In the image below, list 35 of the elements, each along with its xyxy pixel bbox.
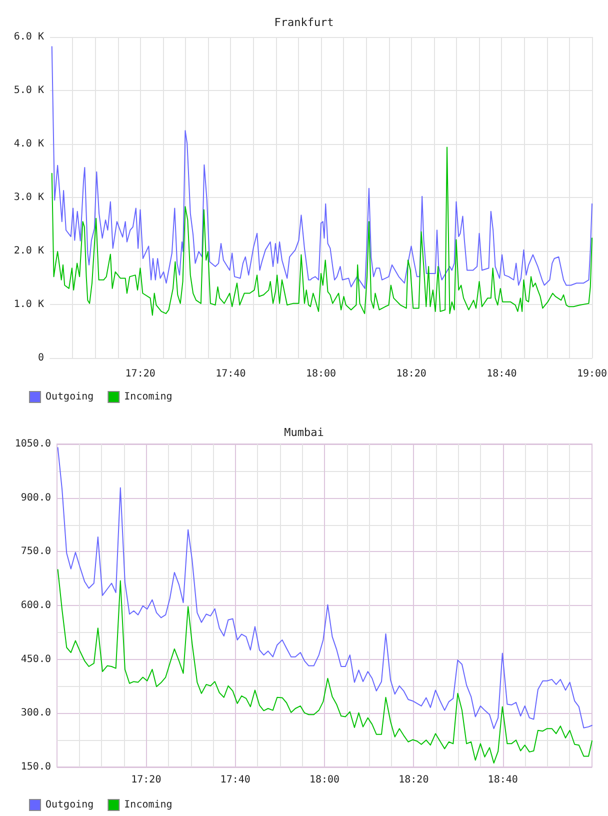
y-tick-label: 6.0 K: [14, 32, 44, 42]
y-tick-label: 1050.0: [14, 438, 51, 450]
legend-label: Incoming: [124, 800, 172, 810]
x-tick-label: 18:20: [396, 368, 426, 380]
x-tick-label: 19:00: [576, 368, 608, 380]
x-tick-label: 18:00: [306, 368, 336, 380]
chart-title: Frankfurt: [274, 16, 334, 29]
y-tick-label: 1.0 K: [14, 299, 44, 310]
y-tick-label: 900.0: [20, 492, 51, 504]
line-series: [57, 569, 592, 764]
y-tick-label: 450.0: [20, 654, 51, 665]
chart-title: Mumbai: [284, 426, 324, 439]
x-tick-label: 18:40: [488, 774, 518, 786]
x-tick-label: 18:00: [309, 774, 340, 786]
y-tick-label: 0: [38, 352, 44, 364]
y-tick-label: 300.0: [20, 708, 51, 719]
y-tick-label: 3.0 K: [14, 192, 44, 203]
legend-label: Outgoing: [46, 392, 94, 402]
line-series: [51, 146, 592, 316]
y-tick-label: 4.0 K: [14, 138, 44, 150]
x-tick-label: 17:20: [131, 774, 162, 786]
y-tick-label: 600.0: [20, 600, 51, 611]
legend-label: Outgoing: [46, 800, 94, 810]
y-tick-label: 150.0: [20, 762, 51, 772]
x-tick-label: 18:20: [398, 774, 429, 786]
y-tick-label: 2.0 K: [14, 246, 44, 256]
x-tick-label: 18:40: [486, 368, 517, 380]
y-tick-label: 5.0 K: [14, 85, 44, 96]
x-tick-label: 17:20: [125, 368, 156, 380]
x-tick-label: 17:40: [216, 368, 246, 380]
line-series: [57, 447, 592, 730]
legend-label: Incoming: [124, 392, 172, 402]
line-series: [51, 46, 592, 289]
x-tick-label: 17:40: [220, 774, 250, 786]
y-tick-label: 750.0: [20, 546, 51, 558]
